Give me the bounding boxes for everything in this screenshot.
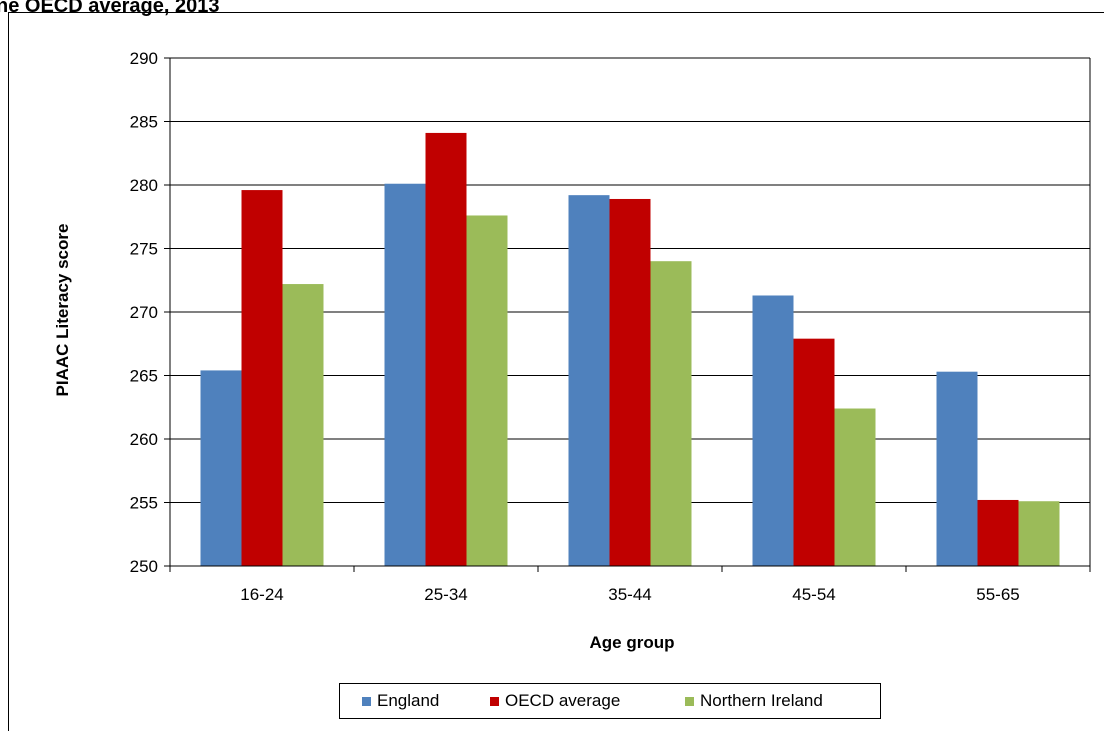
- y-tick-label: 280: [130, 176, 158, 195]
- bar-england-16-24: [200, 370, 242, 566]
- legend-label-oecd: OECD average: [505, 691, 621, 710]
- x-tick-label: 25-34: [424, 585, 467, 604]
- bar-northern-ireland-45-54: [834, 408, 876, 566]
- y-tick-labels: 250 255 260 265 270 275 280 285 290: [130, 49, 158, 576]
- bar-northern-ireland-25-34: [466, 215, 508, 567]
- y-tick-label: 270: [130, 303, 158, 322]
- y-tick-label: 260: [130, 430, 158, 449]
- legend-swatch-england: [362, 696, 371, 706]
- axes: [164, 57, 1091, 572]
- x-tick-labels: 16-24 25-34 35-44 45-54 55-65: [240, 585, 1019, 604]
- y-axis-title: PIAAC Literacy score: [53, 224, 72, 397]
- x-tick-label: 35-44: [608, 585, 651, 604]
- y-tick-label: 290: [130, 49, 158, 68]
- legend-item-oecd: OECD average: [490, 691, 620, 711]
- y-tick-label: 285: [130, 113, 158, 132]
- legend-item-northern-ireland: Northern Ireland: [685, 691, 823, 711]
- bar-northern-ireland-55-65: [1018, 501, 1060, 566]
- bar-oecd-average-25-34: [425, 132, 467, 566]
- legend-swatch-northern-ireland: [685, 696, 694, 706]
- bar-england-25-34: [384, 183, 426, 567]
- legend-label-england: England: [377, 691, 440, 710]
- legend-swatch-oecd: [490, 696, 499, 706]
- bar-oecd-average-45-54: [793, 338, 835, 566]
- bar-oecd-average-55-65: [977, 499, 1019, 566]
- bars: [200, 132, 1060, 567]
- bar-oecd-average-35-44: [609, 198, 651, 566]
- bar-england-35-44: [568, 195, 610, 566]
- bar-northern-ireland-16-24: [282, 284, 324, 566]
- legend-item-england: England: [362, 691, 439, 711]
- y-tick-label: 255: [130, 494, 158, 513]
- chart-frame: [8, 12, 1104, 731]
- y-tick-label: 250: [130, 557, 158, 576]
- bar-england-45-54: [752, 295, 794, 566]
- x-tick-label: 45-54: [792, 585, 835, 604]
- y-tick-label: 265: [130, 367, 158, 386]
- bar-oecd-average-16-24: [241, 190, 283, 566]
- legend: England OECD average Northern Ireland: [339, 683, 881, 719]
- legend-label-northern-ireland: Northern Ireland: [700, 691, 823, 710]
- x-axis-title: Age group: [590, 633, 675, 652]
- x-tick-label: 55-65: [976, 585, 1019, 604]
- y-tick-label: 275: [130, 240, 158, 259]
- x-tick-label: 16-24: [240, 585, 283, 604]
- bar-england-55-65: [936, 371, 978, 566]
- bar-northern-ireland-35-44: [650, 261, 692, 566]
